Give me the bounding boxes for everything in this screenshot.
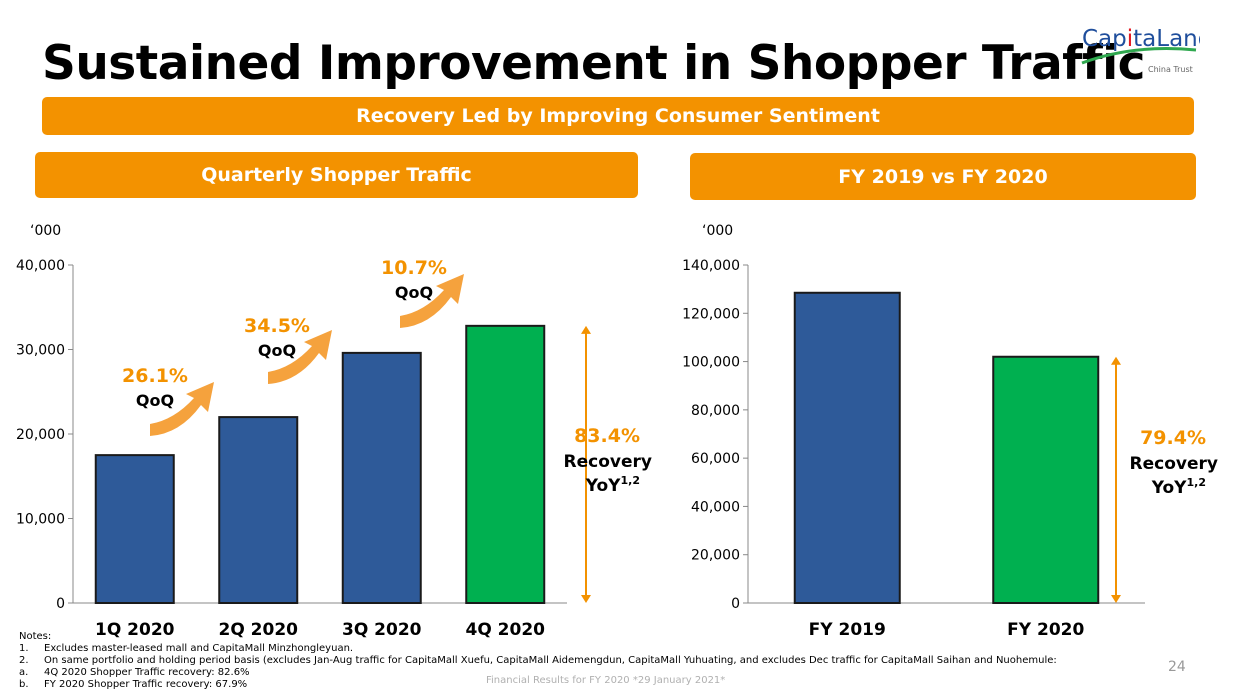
recovery-arrowhead-bottom: [1111, 595, 1121, 603]
recovery-percentage: 79.4%: [1140, 427, 1206, 449]
qoq-percentage: 34.5%: [244, 315, 310, 337]
bar: [341, 351, 422, 604]
x-tick-label: FY 2020: [1007, 620, 1084, 640]
x-tick-label: 3Q 2020: [342, 620, 422, 640]
capitaland-logo: CapitaLand China Trust: [1081, 26, 1200, 74]
y-tick-label: 140,000: [682, 258, 740, 274]
y-tick-label: 40,000: [16, 258, 65, 274]
qoq-percentage: 26.1%: [122, 365, 188, 387]
logo-swoosh: [1081, 47, 1197, 65]
fy-chart-header: FY 2019 vs FY 2020: [690, 153, 1196, 200]
qoq-arrow-icon: [268, 330, 332, 384]
y-tick-label: 80,000: [691, 403, 740, 419]
fy-chart: ‘000 0 20,000 40,000 60,000 80,000 100,000 120,…: [682, 223, 1218, 640]
recovery-arrowhead-top: [1111, 356, 1121, 365]
axis-unit-label: ‘000: [30, 223, 61, 239]
y-tick-label: 10,000: [16, 512, 65, 528]
recovery-label: Recovery: [564, 452, 652, 472]
axis-unit-label: ‘000: [702, 223, 733, 239]
subtitle-banner: Recovery Led by Improving Consumer Senti…: [42, 97, 1194, 135]
bar: [793, 291, 901, 604]
logo-subtitle: China Trust: [1148, 65, 1193, 74]
note-item: 2. On same portfolio and holding period b…: [19, 655, 1057, 666]
quarterly-chart-header: Quarterly Shopper Traffic: [35, 152, 638, 198]
recovery-percentage: 83.4%: [574, 425, 640, 447]
bar: [465, 324, 546, 604]
y-tick-label: 20,000: [691, 548, 740, 564]
quarterly-chart: ‘000 0 10,000 20,000 30,000 40,000 1Q 2020 2Q 2…: [16, 223, 652, 640]
y-tick-label: 40,000: [691, 499, 740, 515]
qoq-label: QoQ: [258, 341, 296, 360]
qoq-label: QoQ: [395, 283, 433, 302]
bar: [218, 416, 299, 604]
bar: [992, 355, 1100, 604]
qoq-arrow-icon: [150, 382, 214, 436]
qoq-arrow-icon: [400, 274, 464, 328]
note-item: 1. Excludes master-leased mall and Capita…: [19, 643, 354, 654]
qoq-label: QoQ: [136, 391, 174, 410]
recovery-yoy-label: YoY1,2: [1151, 476, 1206, 498]
recovery-label: Recovery: [1130, 454, 1218, 474]
x-tick-label: FY 2019: [809, 620, 886, 640]
recovery-arrowhead-top: [581, 325, 591, 334]
y-tick-label: 0: [56, 596, 65, 612]
page-number: 24: [1168, 659, 1186, 675]
y-tick-label: 30,000: [16, 343, 65, 359]
footer: Financial Results for FY 2020 *29 Januar…: [486, 675, 726, 686]
notes: Notes: 1. Excludes master-leased mall and…: [19, 631, 1057, 691]
x-tick-label: 2Q 2020: [218, 620, 298, 640]
y-tick-label: 0: [731, 596, 740, 612]
bar: [94, 454, 175, 604]
recovery-yoy-label: YoY1,2: [585, 474, 640, 496]
page-title: Sustained Improvement in Shopper Traffic: [42, 36, 1146, 91]
qoq-percentage: 10.7%: [381, 257, 447, 279]
note-item: b. FY 2020 Shopper Traffic recovery: 67.9…: [19, 679, 248, 690]
y-tick-label: 100,000: [682, 355, 740, 371]
x-tick-label: 4Q 2020: [465, 620, 545, 640]
y-tick-label: 60,000: [691, 451, 740, 467]
recovery-arrowhead-bottom: [581, 595, 591, 603]
note-item: a. 4Q 2020 Shopper Traffic recovery: 82.6…: [19, 667, 250, 678]
y-tick-label: 20,000: [16, 427, 65, 443]
x-tick-label: 1Q 2020: [95, 620, 175, 640]
notes-heading: Notes:: [19, 631, 52, 642]
y-tick-label: 120,000: [682, 306, 740, 322]
